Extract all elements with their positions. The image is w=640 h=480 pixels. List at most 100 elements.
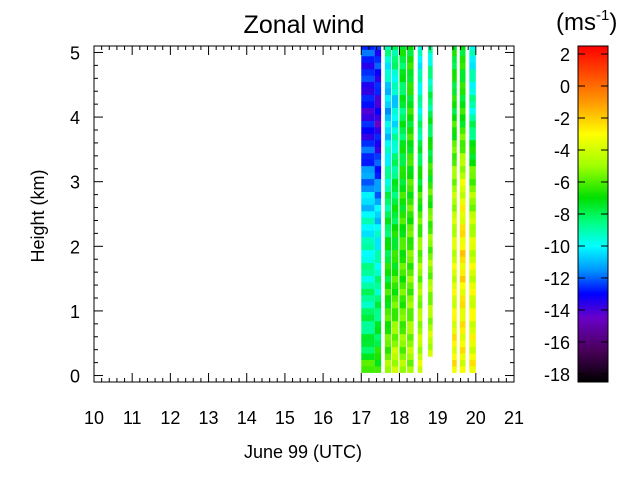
heatmap-cell: [452, 152, 457, 160]
heatmap-cell: [391, 262, 399, 270]
heatmap-cell: [469, 307, 476, 315]
heatmap-cell: [452, 314, 457, 322]
heatmap-cell: [374, 46, 382, 50]
heatmap-cell: [384, 307, 392, 315]
heatmap-cell: [407, 281, 414, 289]
heatmap-cell: [452, 68, 457, 76]
heatmap-cell: [417, 243, 423, 251]
heatmap-cell: [399, 139, 406, 147]
heatmap-cell: [374, 262, 382, 270]
heatmap-cell: [459, 146, 466, 154]
heatmap-cell: [417, 178, 423, 186]
heatmap-cell: [407, 75, 414, 83]
heatmap-cell: [407, 55, 414, 63]
heatmap-cell: [374, 94, 382, 102]
heatmap-cell: [384, 49, 392, 57]
heatmap-cell: [407, 275, 414, 283]
heatmap-cell: [407, 146, 414, 154]
heatmap-cell: [417, 327, 423, 335]
heatmap-cell: [417, 191, 423, 199]
heatmap-cell: [399, 113, 406, 121]
heatmap-cell: [399, 320, 406, 328]
heatmap-cell: [428, 278, 433, 286]
heatmap-cell: [417, 165, 423, 173]
heatmap-cell: [469, 139, 476, 147]
heatmap-cell: [452, 133, 457, 141]
heatmap-cell: [469, 152, 476, 160]
heatmap-cell: [384, 62, 392, 70]
heatmap-cell: [399, 346, 406, 354]
heatmap-cell: [459, 210, 466, 218]
heatmap-cell: [452, 81, 457, 89]
heatmap-cell: [452, 146, 457, 154]
heatmap-cell: [374, 75, 382, 83]
heatmap-cell: [391, 107, 399, 115]
heatmap-cell: [384, 146, 392, 154]
heatmap-cell: [374, 230, 382, 238]
heatmap-cell: [469, 365, 476, 373]
heatmap-cell: [384, 68, 392, 76]
heatmap-cell: [459, 288, 466, 296]
heatmap-cell: [384, 365, 392, 373]
heatmap-cell: [459, 333, 466, 341]
heatmap-cell: [417, 126, 423, 134]
heatmap-cell: [374, 249, 382, 257]
heatmap-cell: [469, 301, 476, 309]
x-tick-label: 15: [275, 408, 295, 428]
heatmap-cell: [428, 136, 433, 144]
heatmap-cell: [391, 327, 399, 335]
heatmap-cell: [417, 62, 423, 70]
heatmap-cell: [459, 294, 466, 302]
heatmap-cell: [469, 55, 476, 63]
heatmap-cell: [361, 210, 375, 218]
heatmap-cell: [361, 100, 375, 108]
heatmap-cell: [391, 197, 399, 205]
heatmap-cell: [459, 346, 466, 354]
heatmap-cell: [361, 262, 375, 270]
heatmap-cell: [374, 81, 382, 89]
heatmap-cell: [361, 68, 375, 76]
heatmap-cell: [391, 62, 399, 70]
heatmap-cell: [391, 320, 399, 328]
heatmap-cell: [391, 365, 399, 373]
heatmap-cell: [399, 191, 406, 199]
heatmap-cell: [399, 178, 406, 186]
heatmap-cell: [361, 346, 375, 354]
heatmap-cell: [452, 172, 457, 180]
heatmap-cell: [399, 352, 406, 360]
heatmap-cell: [384, 184, 392, 192]
heatmap-cell: [417, 359, 423, 367]
heatmap-cell: [399, 249, 406, 257]
heatmap-cell: [374, 243, 382, 251]
heatmap-cell: [452, 333, 457, 341]
heatmap-cell: [361, 268, 375, 276]
heatmap-cell: [428, 310, 433, 318]
heatmap-cell: [391, 294, 399, 302]
heatmap-cell: [459, 184, 466, 192]
heatmap-cell: [361, 152, 375, 160]
heatmap-cell: [374, 159, 382, 167]
heatmap-cell: [384, 223, 392, 231]
heatmap-cell: [428, 207, 433, 215]
heatmap-cell: [361, 230, 375, 238]
heatmap-cell: [452, 204, 457, 212]
heatmap-cell: [399, 62, 406, 70]
heatmap-cell: [459, 81, 466, 89]
heatmap-cell: [399, 281, 406, 289]
heatmap-cell: [417, 46, 423, 50]
heatmap-cell: [452, 184, 457, 192]
heatmap-cell: [391, 256, 399, 264]
heatmap-cell: [391, 359, 399, 367]
colorbar-tick-label: -2: [554, 109, 570, 129]
heatmap-cell: [428, 65, 433, 73]
heatmap-cell: [428, 304, 433, 312]
heatmap-cell: [361, 320, 375, 328]
heatmap-cell: [374, 288, 382, 296]
heatmap-cell: [428, 201, 433, 209]
heatmap-cell: [391, 81, 399, 89]
heatmap-cell: [374, 113, 382, 121]
heatmap-cell: [417, 88, 423, 96]
heatmap-cell: [469, 68, 476, 76]
heatmap-cell: [452, 340, 457, 348]
heatmap-cell: [361, 88, 375, 96]
